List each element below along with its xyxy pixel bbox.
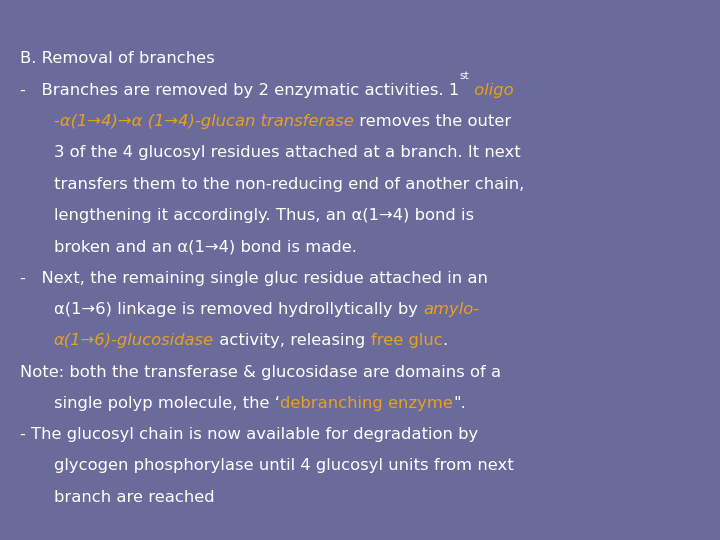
Text: ".: ". — [453, 396, 466, 411]
Text: 3 of the 4 glucosyl residues attached at a branch. It next: 3 of the 4 glucosyl residues attached at… — [54, 145, 521, 160]
Text: st: st — [459, 71, 469, 81]
Text: -   Next, the remaining single gluc residue attached in an: - Next, the remaining single gluc residu… — [20, 271, 488, 286]
Text: glycogen phosphorylase until 4 glucosyl units from next: glycogen phosphorylase until 4 glucosyl … — [54, 458, 514, 474]
Text: debranching enzyme: debranching enzyme — [280, 396, 453, 411]
Text: branch are reached: branch are reached — [54, 490, 215, 505]
Text: activity, releasing: activity, releasing — [214, 333, 371, 348]
Text: lengthening it accordingly. Thus, an α(1→4) bond is: lengthening it accordingly. Thus, an α(1… — [54, 208, 474, 223]
Text: α(1→6)-glucosidase: α(1→6)-glucosidase — [54, 333, 214, 348]
Text: Note: both the transferase & glucosidase are domains of a: Note: both the transferase & glucosidase… — [20, 364, 501, 380]
Text: B. Removal of branches: B. Removal of branches — [20, 51, 215, 66]
Text: -   Branches are removed by 2 enzymatic activities. 1: - Branches are removed by 2 enzymatic ac… — [20, 83, 459, 98]
Text: free gluc: free gluc — [371, 333, 442, 348]
Text: broken and an α(1→4) bond is made.: broken and an α(1→4) bond is made. — [54, 239, 357, 254]
Text: amylo-: amylo- — [423, 302, 480, 317]
Text: removes the outer: removes the outer — [354, 114, 511, 129]
Text: α(1→6) linkage is removed hydrollytically by: α(1→6) linkage is removed hydrollyticall… — [54, 302, 423, 317]
Text: .: . — [442, 333, 448, 348]
Text: oligo: oligo — [469, 83, 514, 98]
Text: - The glucosyl chain is now available for degradation by: - The glucosyl chain is now available fo… — [20, 427, 478, 442]
Text: -α(1→4)→α (1→4)-glucan transferase: -α(1→4)→α (1→4)-glucan transferase — [54, 114, 354, 129]
Text: single polyp molecule, the ‘: single polyp molecule, the ‘ — [54, 396, 280, 411]
Text: transfers them to the non-reducing end of another chain,: transfers them to the non-reducing end o… — [54, 177, 524, 192]
